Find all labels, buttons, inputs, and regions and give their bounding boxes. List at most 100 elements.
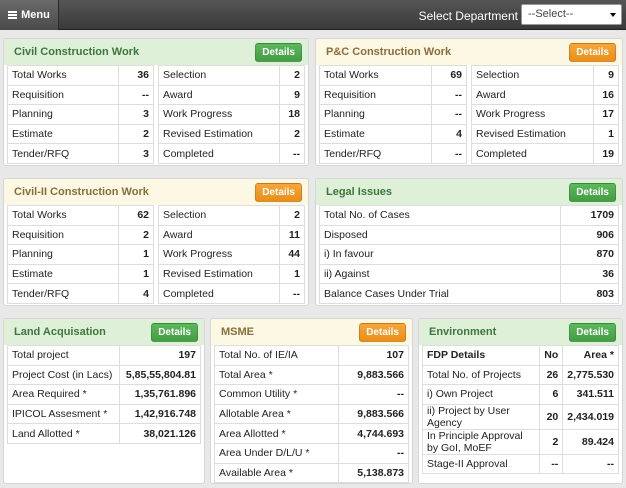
row-value: -- [118,84,154,106]
pc-construction-panel: P&C Construction Work Details Total Work… [315,38,623,166]
table-row: Selection 2 [158,205,306,226]
table-row: Requisition 2 [6,224,154,246]
pc-details-button[interactable]: Details [569,42,616,62]
row-label: Selection [158,205,280,226]
env-details-button[interactable]: Details [569,322,616,342]
civil2-left-table: Total Works 62 Requisition 2 Planning 1 Estima… [6,205,154,304]
table-row: Revised Estimation 2 [158,123,306,145]
row-label: Planning [319,104,432,125]
row-value: 18 [278,104,306,125]
row-value: 1,42,916.748 [119,403,201,425]
department-select[interactable]: --Select-- [521,4,622,25]
row-value: 803 [559,283,620,304]
land-details-button[interactable]: Details [151,322,198,342]
msme-table: Total No. of IE/IA 107 Total Area * 9,883.5… [213,345,409,483]
row-area: 89.424 [562,428,619,455]
table-row: Total Works 36 [6,65,154,86]
col-no: No [539,345,564,366]
row-label: Revised Estimation [471,123,594,145]
row-label: Area Required * [7,384,120,405]
row-label: Available Area * [213,462,340,483]
table-row: ii) Project by User Agency 20 2,434.019 [421,403,619,430]
legal-details-button[interactable]: Details [569,182,616,202]
row-value: 1,35,761.896 [119,384,201,405]
civil2-details-button[interactable]: Details [255,182,302,202]
row-value: 44 [278,244,306,265]
table-row: Total Area * 9,883.566 [213,364,409,386]
row-value: 9,883.566 [338,403,409,425]
row-value: 2 [118,123,154,145]
civil2-right-table: Selection 2 Award 11 Work Progress 44 Revised … [158,205,306,304]
row-label: Estimate [6,123,120,145]
table-row: Planning 1 [6,244,154,265]
panel-title: P&C Construction Work [326,46,452,58]
msme-details-button[interactable]: Details [359,322,406,342]
row-area: 341.511 [562,384,619,405]
row-label: Total No. of IE/IA [213,345,340,366]
table-row: Award 16 [471,84,620,106]
table-row: Completed -- [158,143,306,164]
table-row: Revised Estimation 1 [158,263,306,285]
table-row: Estimate 4 [319,123,468,145]
row-label: Estimate [319,123,432,145]
row-value: 62 [118,205,154,226]
table-row: Estimate 2 [6,123,154,145]
msme-panel: MSME Details Total No. of IE/IA 107 Total … [210,318,413,484]
row-label: Award [158,224,280,246]
row-value: 1 [278,263,306,285]
row-label: Total Works [319,65,432,86]
pc-right-table: Selection 9 Award 16 Work Progress 17 Revised … [471,65,620,164]
row-area: -- [562,453,619,475]
table-row: Planning -- [319,104,468,125]
row-label: Work Progress [471,104,594,125]
table-row: Selection 9 [471,65,620,86]
row-value: 3 [118,104,154,125]
civil-details-button[interactable]: Details [255,42,302,62]
land-acquisation-panel: Land Acquisation Details Total project 19… [3,318,205,484]
panel-header: Land Acquisation Details [4,319,204,345]
table-row: Stage-II Approval -- -- [421,453,619,475]
row-label: Requisition [6,84,120,106]
row-label: Selection [158,65,280,86]
row-label: IPICOL Assesment * [7,403,120,425]
row-label: Total No. of Cases [319,205,561,226]
row-value: 36 [559,263,620,285]
table-row: Requisition -- [319,84,468,106]
table-row: Total Works 62 [6,205,154,226]
row-label: Revised Estimation [158,123,280,145]
col-area: Area * [562,345,619,366]
row-value: -- [278,283,306,304]
table-row: Total No. of Cases 1709 [319,205,620,226]
table-row: Award 9 [158,84,306,106]
row-value: 19 [592,143,620,164]
row-value: 2 [278,205,306,226]
panel-title: Civil-II Construction Work [14,186,149,198]
row-label: Revised Estimation [158,263,280,285]
civil-right-table: Selection 2 Award 9 Work Progress 18 Revised E… [158,65,306,164]
table-row: Available Area * 5,138.873 [213,462,409,483]
table-row: In Principle Approval by GoI, MoEF 2 89.42… [421,428,619,455]
row-value: 1 [118,263,154,285]
table-row: Balance Cases Under Trial 803 [319,283,620,304]
row-value: 16 [592,84,620,106]
row-label: Total Works [6,65,120,86]
table-row: Selection 2 [158,65,306,86]
row-value: 870 [559,244,620,265]
table-row: Total No. of Projects 26 2,775.530 [421,364,619,386]
row-label: Completed [471,143,594,164]
table-row: Common Utility * -- [213,384,409,405]
row-label: Total Area * [213,364,340,386]
row-count: 26 [539,364,564,386]
row-label: Tender/RFQ [319,143,432,164]
pc-left-table: Total Works 69 Requisition -- Planning -- Esti… [319,65,468,164]
row-value: 107 [338,345,409,366]
menu-button[interactable]: Menu [0,0,59,30]
table-row: Requisition -- [6,84,154,106]
row-value: 2 [118,224,154,246]
row-label: Tender/RFQ [6,143,120,164]
row-label: ii) Project by User Agency [421,403,541,430]
row-value: -- [338,442,409,464]
panel-title: Environment [429,326,497,338]
row-label: Completed [158,283,280,304]
row-value: -- [430,84,468,106]
